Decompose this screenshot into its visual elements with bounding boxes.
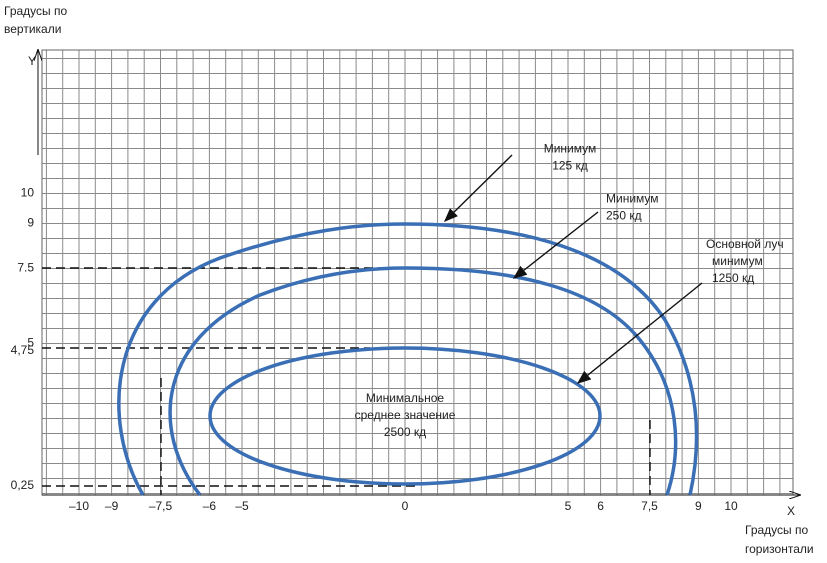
isoline-125 <box>117 222 699 496</box>
y-tick-label: 9 <box>27 216 34 230</box>
x-tick-label: –7,5 <box>149 499 173 513</box>
x-tick-label: –9 <box>105 499 119 513</box>
annotation: Минимум <box>544 142 597 156</box>
y-tick-label: 5 <box>27 336 34 350</box>
annotation: Минимальное <box>366 391 445 405</box>
annotation: 125 кд <box>552 159 588 173</box>
x-tick-label: 7,5 <box>641 499 658 513</box>
annotation: Минимум <box>606 192 659 206</box>
y-tick-label: 7.5 <box>17 261 34 275</box>
arrow <box>576 282 703 384</box>
annotation: минимум <box>712 254 763 268</box>
y-tick-label: 4,75 <box>11 343 35 357</box>
y-tick-label: 10 <box>21 186 35 200</box>
arrow <box>512 211 599 279</box>
x-axis-label: горизонтали <box>745 542 814 556</box>
x-tick-label: 5 <box>565 499 572 513</box>
y-tick-label: 0,25 <box>11 478 35 492</box>
x-tick-label: 10 <box>724 499 738 513</box>
x-tick-label: –6 <box>203 499 217 513</box>
annotation: 2500 кд <box>384 425 426 439</box>
annotation: 250 кд <box>606 209 642 223</box>
annotation: среднее значение <box>355 408 456 422</box>
isoline-1250 <box>208 346 602 486</box>
y-axis-label: Градусы по <box>4 4 67 18</box>
isoline-250 <box>168 266 678 497</box>
x-axis-label: Градусы по <box>745 523 808 537</box>
x-tick-label: –5 <box>235 499 249 513</box>
arrow <box>444 154 513 222</box>
annotation: 1250 кд <box>712 271 754 285</box>
x-tick-label: 6 <box>597 499 604 513</box>
y-axis-symbol: Y <box>28 54 36 68</box>
x-tick-label: 9 <box>695 499 702 513</box>
x-axis-symbol: X <box>787 504 795 518</box>
x-tick-label: –10 <box>69 499 89 513</box>
annotation: Основной луч <box>706 237 784 251</box>
x-tick-label: 0 <box>402 499 409 513</box>
y-axis-label: вертикали <box>4 22 61 36</box>
